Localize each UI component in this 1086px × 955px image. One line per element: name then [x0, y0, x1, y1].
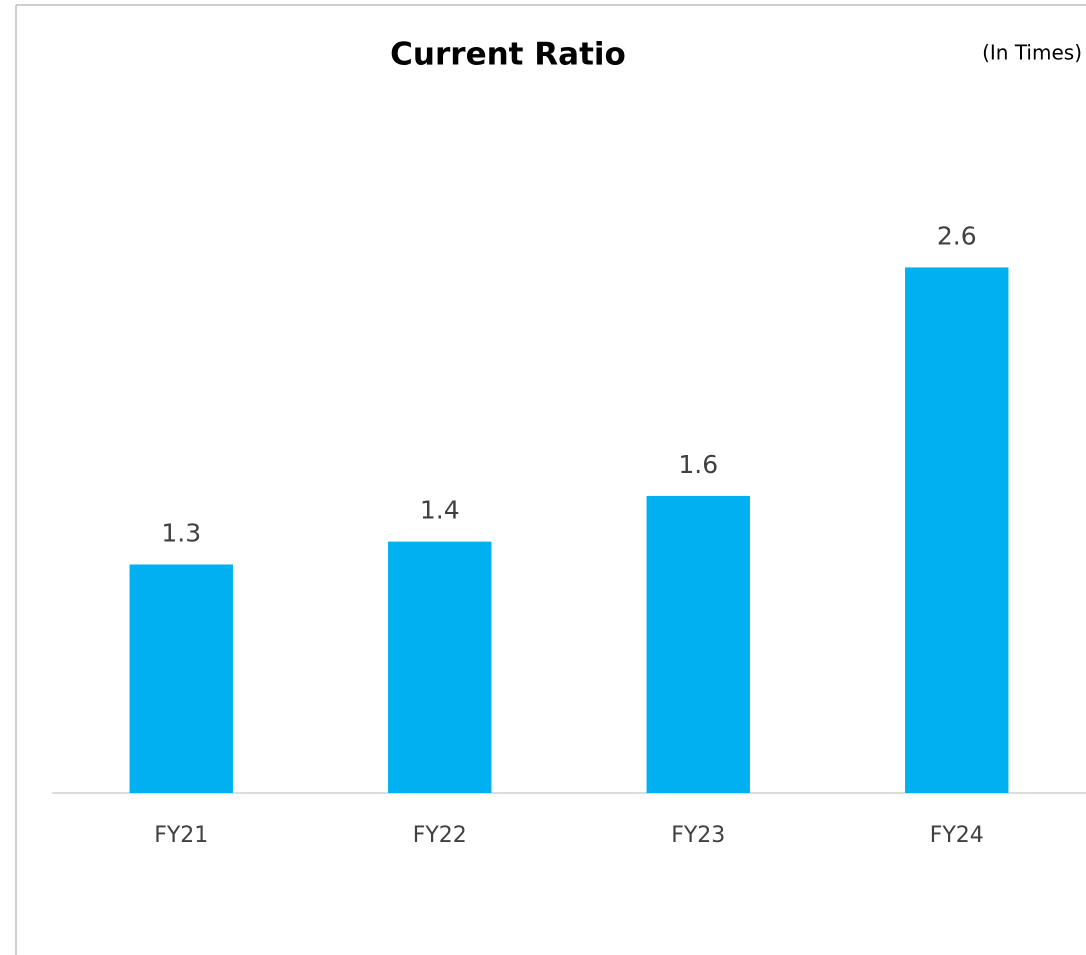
bar	[646, 495, 750, 793]
data-label: 1.4	[420, 496, 460, 525]
bar	[129, 564, 233, 793]
chart-title: Current Ratio	[390, 37, 626, 73]
x-tick-label: FY23	[671, 823, 725, 848]
x-tick-label: FY22	[413, 823, 467, 848]
chart-subtitle: (In Times)	[982, 41, 1082, 65]
data-label: 1.3	[161, 518, 201, 547]
data-label: 2.6	[937, 221, 977, 250]
bar	[388, 541, 492, 793]
data-label: 1.6	[678, 450, 718, 479]
x-tick-label: FY21	[154, 823, 208, 848]
bar	[905, 267, 1009, 793]
x-tick-label: FY24	[930, 823, 984, 848]
